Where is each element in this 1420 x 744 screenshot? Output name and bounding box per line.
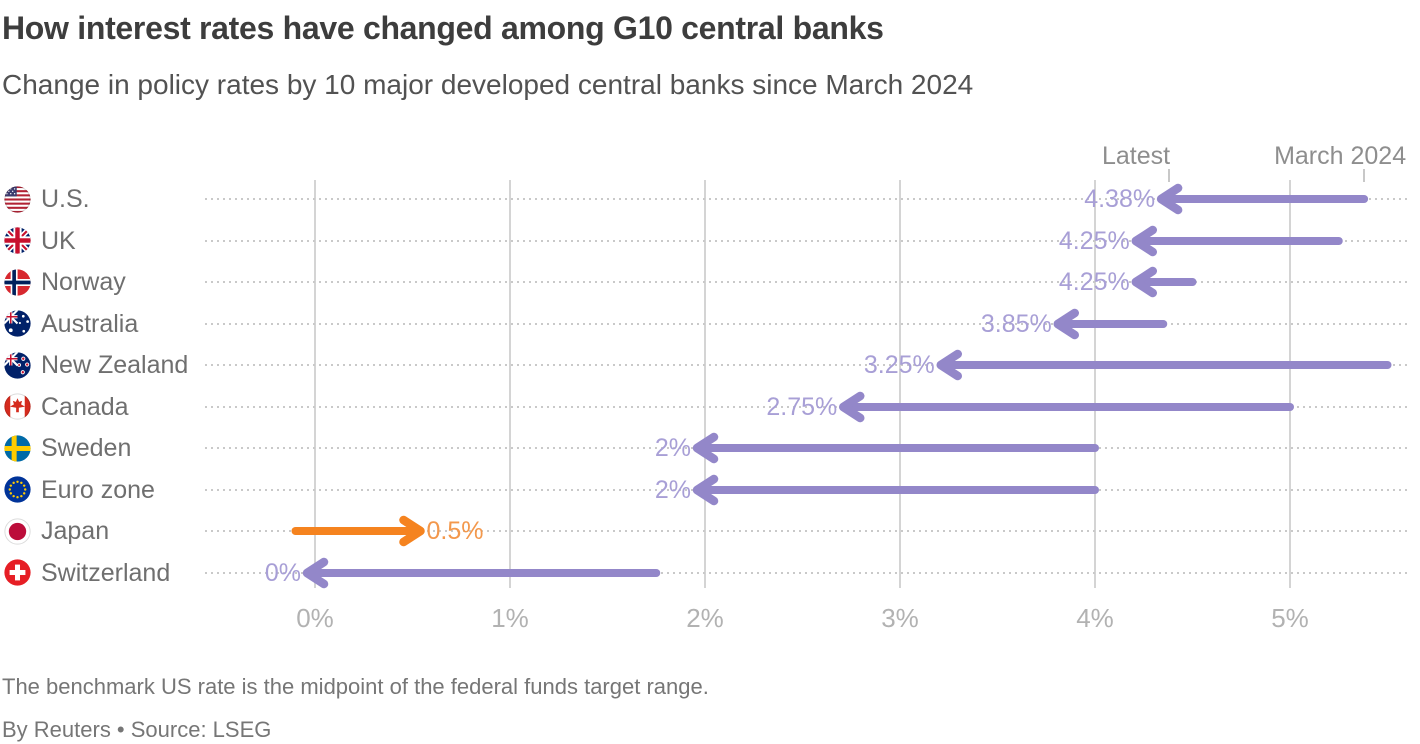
rate-value-label: 2% [654, 475, 691, 504]
axis-tick-label: 3% [881, 603, 919, 633]
grid-line [509, 180, 511, 588]
row-dotted-line [205, 405, 1410, 408]
grid-line [704, 180, 706, 588]
rate-change-arrow [0, 266, 1420, 298]
country-label: Euro zone [41, 475, 155, 504]
axis-tick-label: 4% [1076, 603, 1114, 633]
rate-value-label: 2% [654, 434, 691, 463]
rate-change-arrow [0, 308, 1420, 340]
rate-value-label: 4.38% [1084, 185, 1156, 213]
flag-sweden-icon [4, 435, 31, 462]
rate-change-arrow [0, 349, 1420, 381]
flag-norway-icon [4, 268, 31, 296]
flag-canada-icon [4, 393, 31, 420]
axis-tick-label: 5% [1271, 603, 1309, 633]
row-dotted-line [205, 239, 1410, 242]
grid-line [314, 180, 316, 588]
column-header-march: March 2024 [1274, 142, 1407, 170]
row-dotted-line [205, 198, 1410, 200]
rate-change-arrow [0, 225, 1420, 257]
column-header-latest: Latest [1101, 142, 1171, 170]
rate-change-arrow [0, 183, 1420, 215]
row-dotted-line [205, 364, 1410, 367]
source-byline: By Reuters • Source: LSEG [2, 717, 272, 742]
grid-line [1094, 180, 1096, 588]
rate-value-label: 3.85% [980, 309, 1052, 338]
country-label: Japan [41, 517, 110, 546]
footnote: The benchmark US rate is the midpoint of… [2, 674, 709, 699]
row-dotted-line [205, 281, 1410, 284]
row-dotted-line [205, 530, 1410, 533]
row-dotted-line [205, 322, 1410, 325]
rate-value-label: 2.75% [766, 392, 838, 421]
column-header-tick [1363, 169, 1366, 182]
grid-line [899, 180, 901, 588]
country-label: Norway [41, 268, 126, 297]
rate-value-label: 3.25% [863, 351, 935, 380]
country-label: Canada [41, 392, 129, 421]
rate-change-arrow [0, 515, 1420, 547]
country-label: UK [41, 226, 76, 255]
flag-japan-icon [4, 518, 31, 545]
rate-value-label: 0.5% [426, 517, 484, 546]
country-label: Switzerland [41, 558, 171, 587]
column-header-tick [1168, 169, 1171, 182]
country-label: Sweden [41, 434, 132, 463]
country-label: New Zealand [41, 351, 189, 380]
row-dotted-line [205, 571, 1410, 574]
country-label: U.S. [41, 185, 90, 213]
rate-value-label: 4.25% [1058, 268, 1130, 297]
rate-value-label: 0% [264, 558, 301, 587]
rate-change-arrow [0, 474, 1420, 506]
rate-change-arrow [0, 432, 1420, 464]
chart-title: How interest rates have changed among G1… [2, 10, 884, 46]
country-label: Australia [41, 309, 139, 338]
axis-tick-label: 1% [491, 603, 529, 633]
flag-switzerland-icon [4, 559, 31, 587]
flag-euro-zone-icon [4, 476, 31, 503]
flag-uk-icon [4, 227, 31, 254]
flag-us-icon [4, 185, 31, 213]
rate-change-arrow [0, 391, 1420, 423]
axis-tick-label: 2% [686, 603, 724, 633]
chart-subtitle: Change in policy rates by 10 major devel… [2, 69, 974, 100]
grid-line [1289, 180, 1291, 588]
axis-tick-label: 0% [296, 603, 334, 633]
flag-australia-icon [4, 310, 31, 337]
flag-new-zealand-icon [4, 352, 31, 379]
rate-value-label: 4.25% [1058, 226, 1130, 255]
rate-change-arrow [0, 557, 1420, 589]
